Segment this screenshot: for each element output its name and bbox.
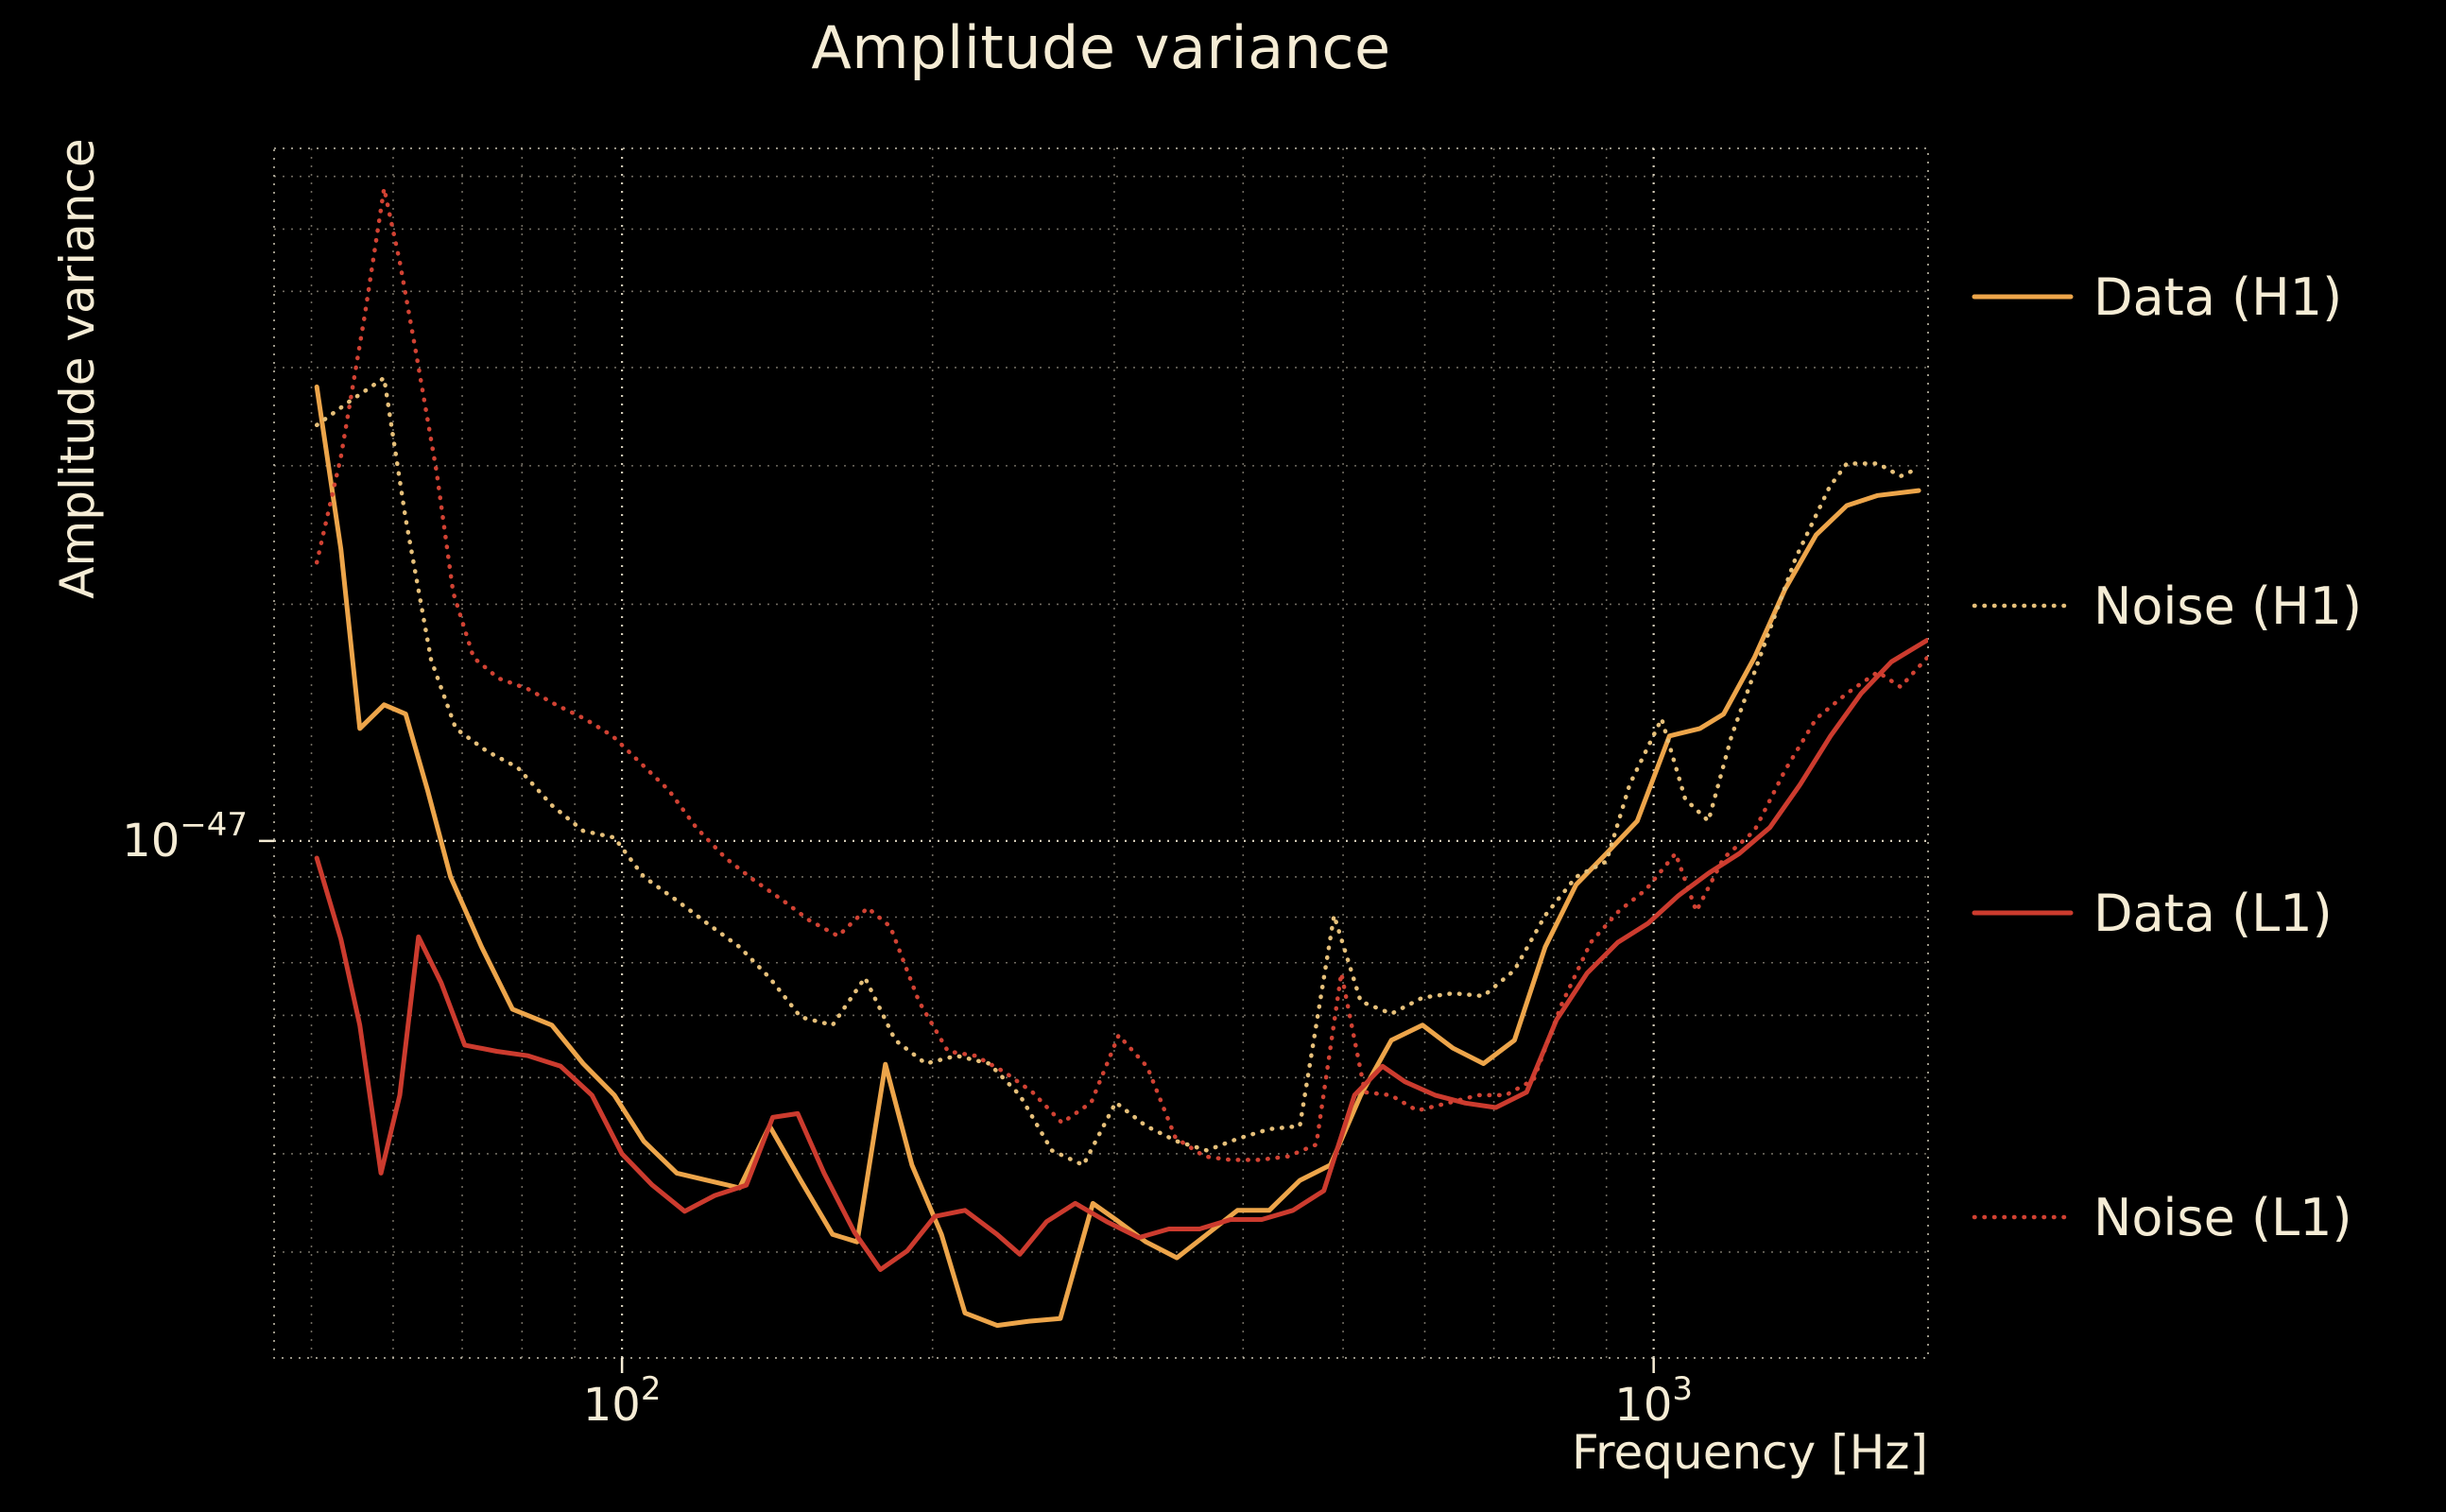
series-data-l1 [314, 638, 1928, 1272]
grid [273, 147, 1929, 1359]
x-axis-label: Frequency [Hz] [1571, 1425, 1928, 1480]
series-noise-h1 [314, 375, 1921, 1168]
series-group [314, 186, 1928, 1329]
x-tick-label: 102 [583, 1370, 662, 1432]
chart-title: Amplitude variance [811, 13, 1391, 82]
series-noise-l1 [314, 186, 1928, 1162]
x-tick-label: 103 [1614, 1370, 1693, 1432]
y-tick-label: 10−47 [122, 806, 248, 868]
series-data-h1 [314, 384, 1921, 1329]
plot-frame [273, 147, 1929, 1359]
tick-marks [259, 839, 1655, 1373]
